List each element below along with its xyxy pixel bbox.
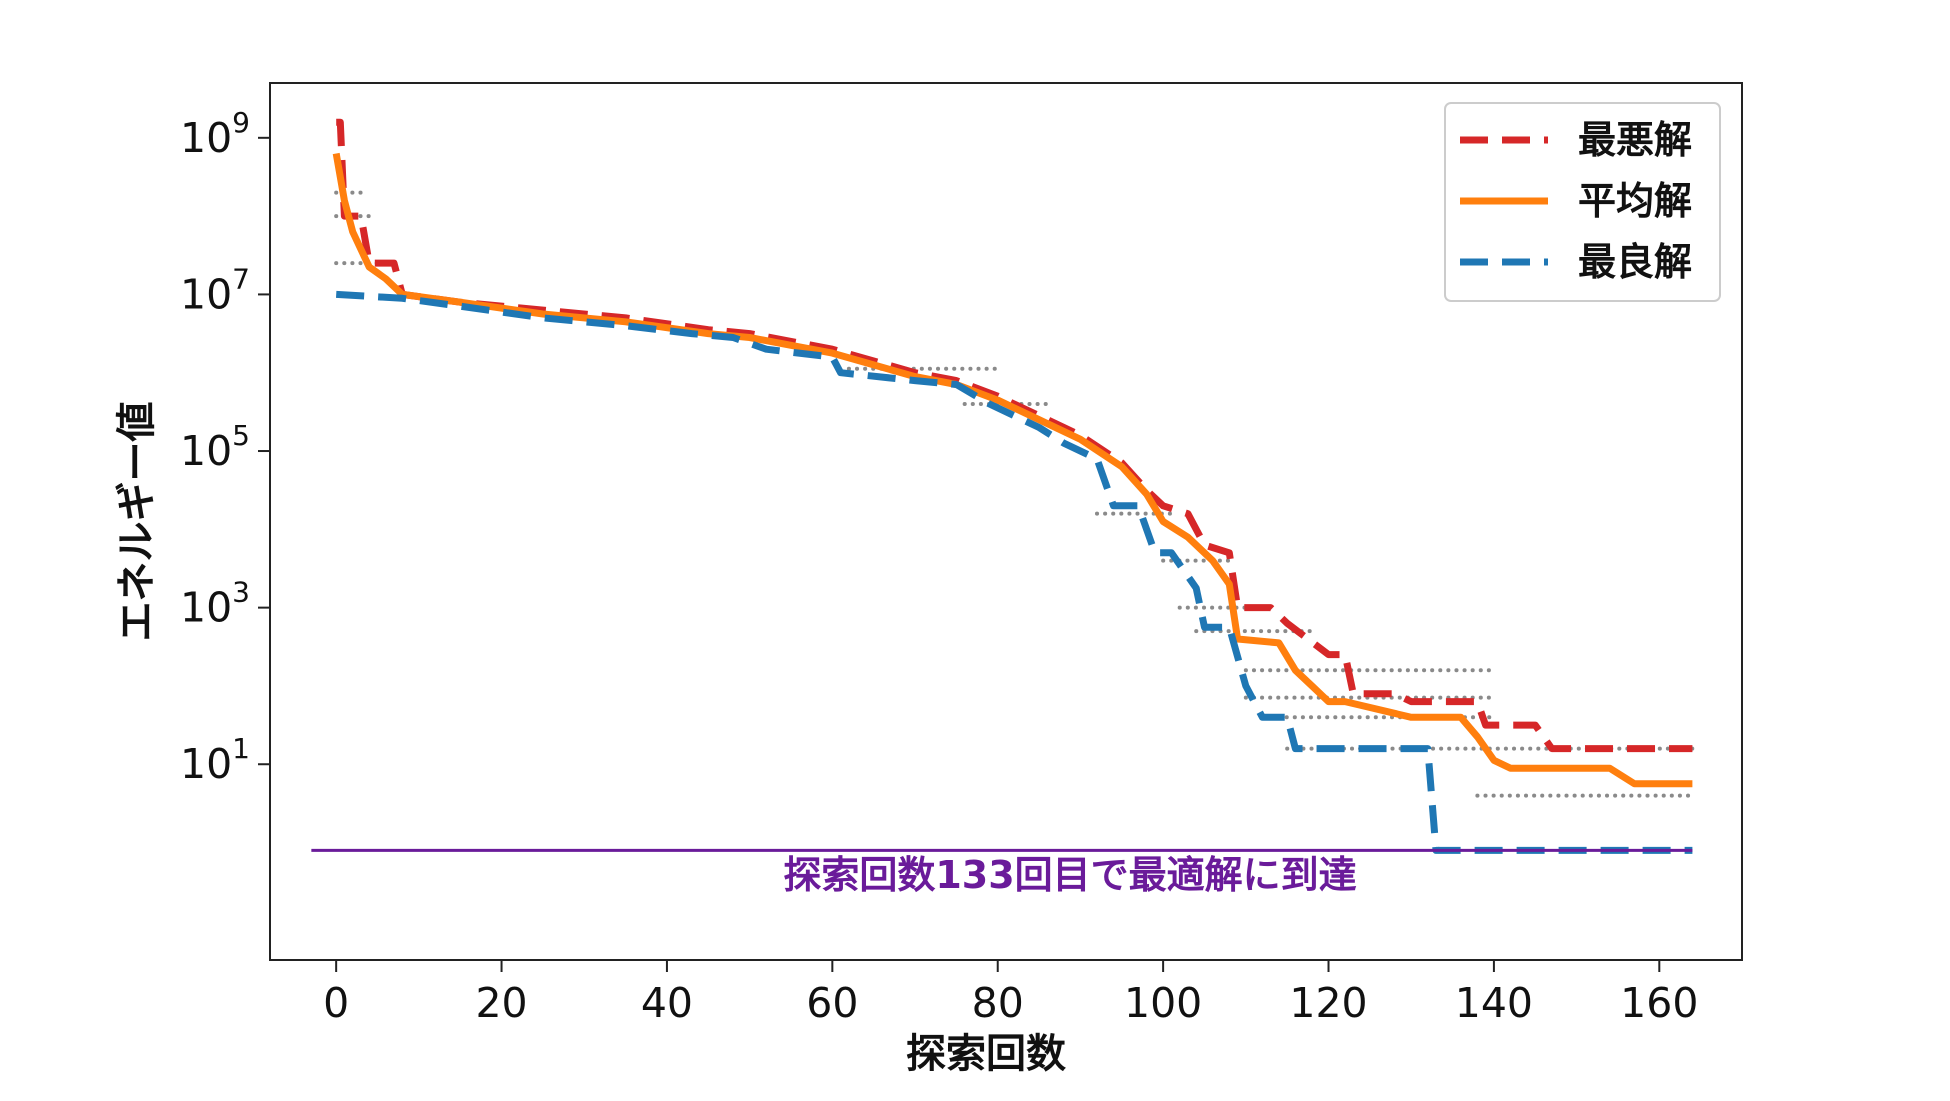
legend-box [1444, 102, 1721, 302]
x-axis-ticks: 0 20 40 60 80 100 120 140 160 [323, 960, 1698, 1027]
y-tick-label: 101 [180, 732, 250, 788]
x-tick-label: 0 [323, 979, 349, 1027]
x-tick-label: 40 [641, 979, 693, 1027]
x-tick-label: 100 [1124, 979, 1202, 1027]
y-tick-label: 103 [180, 576, 250, 632]
series-line-2 [335, 290, 1693, 854]
series-lines [332, 118, 1693, 854]
y-tick-label: 105 [180, 419, 250, 475]
legend-label-0: 最悪解 [1578, 118, 1692, 162]
x-tick-label: 160 [1620, 979, 1698, 1027]
x-tick-label: 60 [806, 979, 858, 1027]
y-tick-label: 107 [180, 262, 250, 318]
series-line-0 [336, 118, 1693, 753]
x-tick-label: 80 [972, 979, 1024, 1027]
x-tick-label: 20 [475, 979, 527, 1027]
x-tick-label: 120 [1289, 979, 1367, 1027]
plot-area-frame [269, 82, 1743, 961]
optimal-reached-annotation: 探索回数133回目で最適解に到達 [783, 853, 1356, 897]
legend-label-1: 平均解 [1578, 179, 1692, 223]
x-tick-label: 140 [1455, 979, 1533, 1027]
y-axis-label: エネルギー値 [114, 402, 160, 642]
x-axis-label: 探索回数 [906, 1031, 1066, 1077]
y-tick-label: 109 [180, 106, 250, 162]
legend-label-2: 最良解 [1578, 240, 1692, 284]
series-line-1 [332, 152, 1693, 788]
y-axis-ticks: 109 107 105 103 101 [180, 106, 270, 788]
